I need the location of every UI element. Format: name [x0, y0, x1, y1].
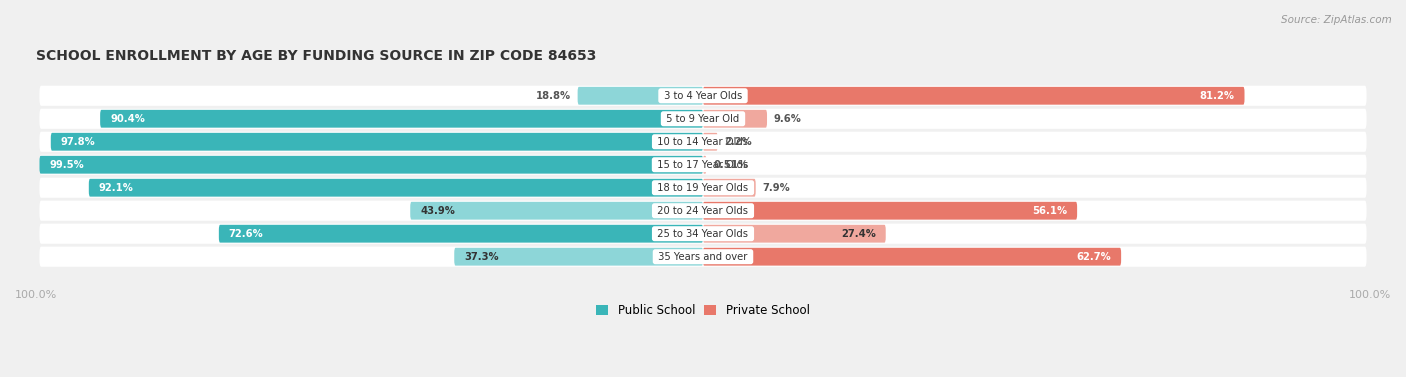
Text: 18 to 19 Year Olds: 18 to 19 Year Olds — [654, 183, 752, 193]
FancyBboxPatch shape — [39, 247, 1367, 267]
FancyBboxPatch shape — [219, 225, 703, 243]
FancyBboxPatch shape — [39, 178, 1367, 198]
Text: 37.3%: 37.3% — [464, 252, 499, 262]
FancyBboxPatch shape — [703, 202, 1077, 220]
Text: 72.6%: 72.6% — [229, 229, 263, 239]
FancyBboxPatch shape — [100, 110, 703, 128]
FancyBboxPatch shape — [703, 179, 755, 197]
Text: 25 to 34 Year Olds: 25 to 34 Year Olds — [654, 229, 752, 239]
FancyBboxPatch shape — [703, 156, 706, 174]
FancyBboxPatch shape — [703, 133, 717, 151]
FancyBboxPatch shape — [39, 109, 1367, 129]
Text: SCHOOL ENROLLMENT BY AGE BY FUNDING SOURCE IN ZIP CODE 84653: SCHOOL ENROLLMENT BY AGE BY FUNDING SOUR… — [37, 49, 596, 63]
FancyBboxPatch shape — [89, 179, 703, 197]
Text: 43.9%: 43.9% — [420, 206, 456, 216]
Text: 62.7%: 62.7% — [1077, 252, 1111, 262]
FancyBboxPatch shape — [703, 87, 1244, 105]
Text: 15 to 17 Year Olds: 15 to 17 Year Olds — [654, 160, 752, 170]
Text: 56.1%: 56.1% — [1032, 206, 1067, 216]
Text: 81.2%: 81.2% — [1199, 91, 1234, 101]
Text: 3 to 4 Year Olds: 3 to 4 Year Olds — [661, 91, 745, 101]
FancyBboxPatch shape — [39, 201, 1367, 221]
FancyBboxPatch shape — [454, 248, 703, 266]
Text: 18.8%: 18.8% — [536, 91, 571, 101]
Text: 10 to 14 Year Olds: 10 to 14 Year Olds — [654, 137, 752, 147]
Text: 92.1%: 92.1% — [98, 183, 134, 193]
FancyBboxPatch shape — [703, 225, 886, 243]
FancyBboxPatch shape — [578, 87, 703, 105]
Text: Source: ZipAtlas.com: Source: ZipAtlas.com — [1281, 15, 1392, 25]
FancyBboxPatch shape — [39, 224, 1367, 244]
Text: 9.6%: 9.6% — [773, 114, 801, 124]
FancyBboxPatch shape — [703, 248, 1121, 266]
FancyBboxPatch shape — [51, 133, 703, 151]
Text: 2.2%: 2.2% — [724, 137, 752, 147]
Text: 7.9%: 7.9% — [762, 183, 790, 193]
FancyBboxPatch shape — [39, 155, 1367, 175]
FancyBboxPatch shape — [39, 132, 1367, 152]
Text: 5 to 9 Year Old: 5 to 9 Year Old — [664, 114, 742, 124]
FancyBboxPatch shape — [39, 86, 1367, 106]
Text: 97.8%: 97.8% — [60, 137, 96, 147]
Text: 20 to 24 Year Olds: 20 to 24 Year Olds — [654, 206, 752, 216]
Text: 0.51%: 0.51% — [713, 160, 748, 170]
Text: 90.4%: 90.4% — [110, 114, 145, 124]
FancyBboxPatch shape — [703, 110, 768, 128]
Text: 35 Years and over: 35 Years and over — [655, 252, 751, 262]
FancyBboxPatch shape — [411, 202, 703, 220]
Text: 27.4%: 27.4% — [841, 229, 876, 239]
Text: 99.5%: 99.5% — [49, 160, 84, 170]
FancyBboxPatch shape — [39, 156, 703, 174]
Legend: Public School, Private School: Public School, Private School — [592, 299, 814, 322]
